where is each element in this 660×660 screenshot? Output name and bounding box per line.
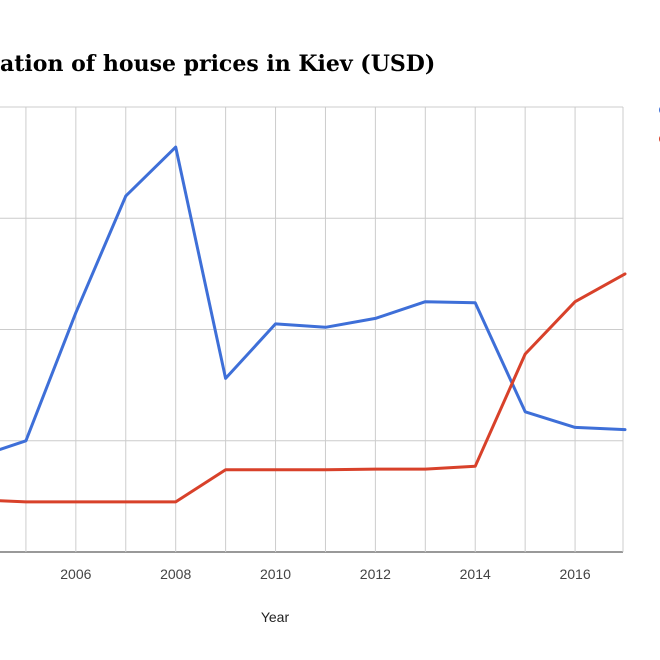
x-tick-label: 2014 [460, 566, 491, 582]
x-tick-label: 2012 [360, 566, 391, 582]
chart-title: ation of house prices in Kiev (USD) [0, 51, 435, 77]
series-lines [0, 145, 627, 504]
x-tick-label: 2010 [260, 566, 291, 582]
x-tick-labels: 2006 2008 2010 2012 2014 2016 [60, 566, 591, 582]
gridlines [0, 106, 624, 553]
x-tick-label: 2008 [160, 566, 191, 582]
x-tick-label: 2016 [559, 566, 590, 582]
x-tick-label: 2006 [60, 566, 91, 582]
series-line-1 [0, 145, 627, 451]
series-line-2 [0, 272, 627, 504]
x-axis-title: Year [261, 609, 290, 625]
